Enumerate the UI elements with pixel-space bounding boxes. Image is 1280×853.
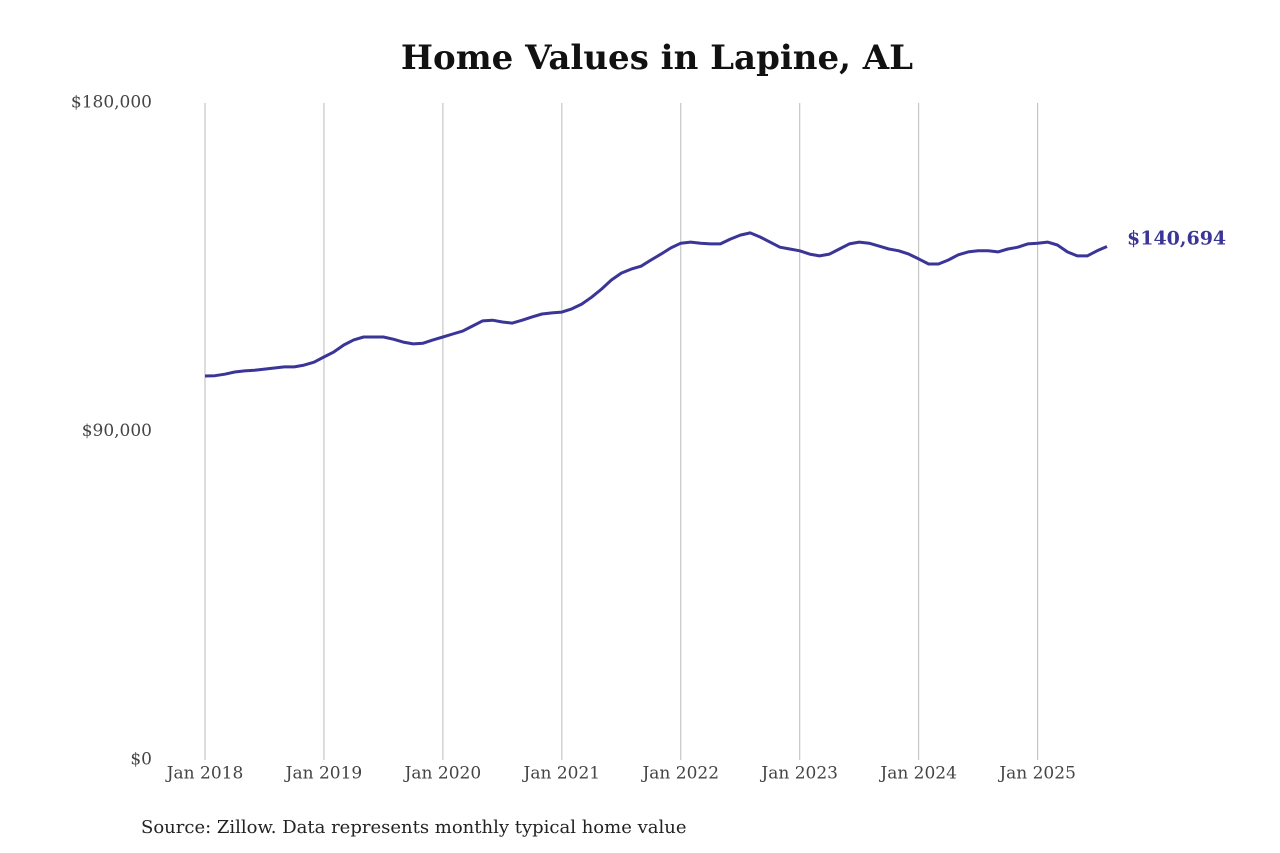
x-tick-label: Jan 2020 (403, 764, 482, 784)
y-tick-label: $90,000 (82, 421, 152, 441)
x-tick-label: Jan 2018 (165, 764, 244, 784)
y-tick-label: $0 (130, 750, 152, 770)
caption: Source: Zillow. Data represents monthly … (141, 817, 687, 838)
x-tick-label: Jan 2022 (640, 764, 719, 784)
x-tick-label: Jan 2024 (878, 764, 957, 784)
x-tick-label: Jan 2021 (522, 764, 601, 784)
x-tick-label: Jan 2019 (284, 764, 363, 784)
x-tick-label: Jan 2023 (759, 764, 838, 784)
line (204, 231, 1108, 378)
value-label: $140,694 (1127, 227, 1226, 249)
chart-title: Home Values in Lapine, AL (401, 38, 913, 78)
x-tick-label: Jan 2025 (997, 764, 1076, 784)
y-tick-label: $180,000 (71, 93, 152, 113)
